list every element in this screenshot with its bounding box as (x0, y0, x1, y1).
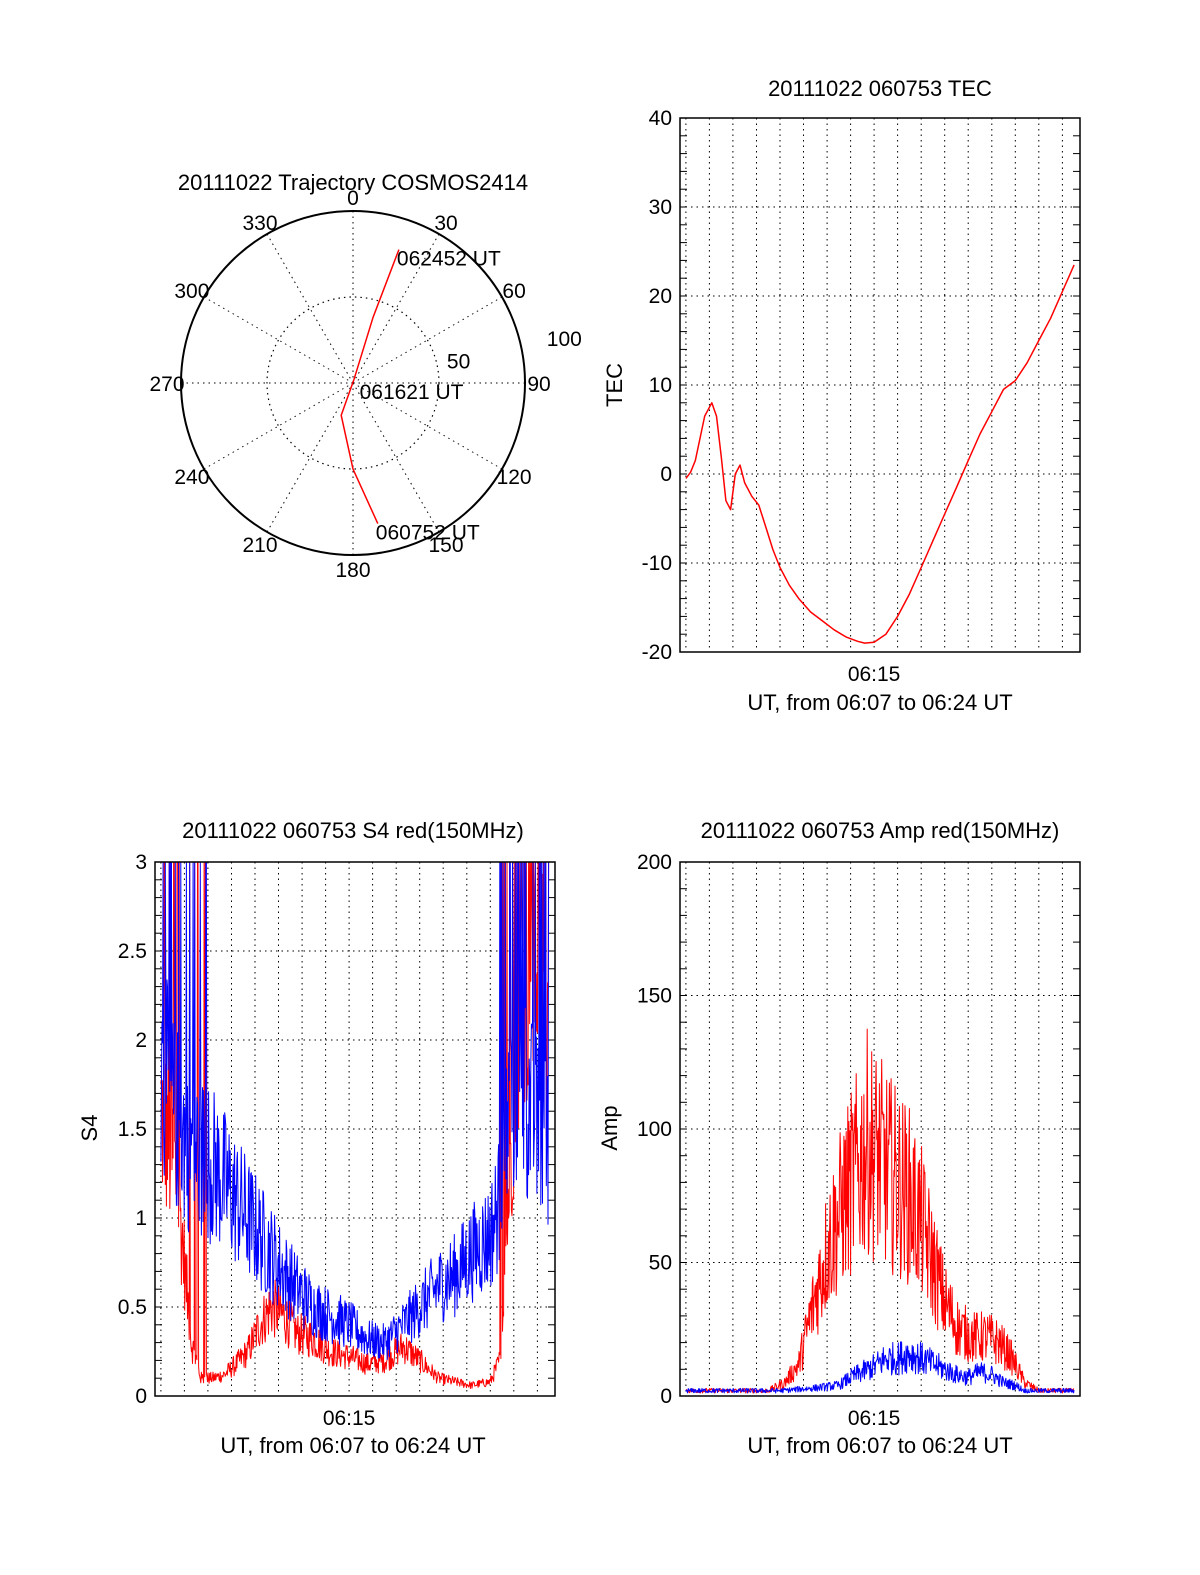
s4-y-axis-label: S4 (77, 1115, 102, 1142)
polar-spoke (352, 382, 503, 470)
amp-y-axis-label: Amp (597, 1105, 622, 1150)
s4-y-tick-label: 1.5 (118, 1118, 147, 1141)
polar-title: 20111022 Trajectory COSMOS2414 (178, 170, 528, 195)
polar-angle-label: 300 (174, 280, 209, 303)
s4-title: 20111022 060753 S4 red(150MHz) (182, 818, 524, 843)
polar-radius-label: 100 (547, 328, 582, 351)
polar-angle-label: 120 (497, 466, 532, 489)
polar-angle-label: 0 (347, 187, 359, 210)
polar-angle-label: 150 (428, 534, 463, 557)
polar-annotations: 062452 UT 061621 UT 060752 UT (360, 248, 501, 545)
amp-x-tick-label: 06:15 (848, 1407, 901, 1430)
polar-spoke (352, 382, 440, 533)
polar-angle-label: 180 (335, 559, 370, 582)
s4-series (154, 861, 556, 1397)
tec-y-tick-label: -20 (642, 641, 672, 664)
tec-y-tick-label: -10 (642, 552, 672, 575)
s4-y-tick-label: 2.5 (118, 940, 147, 963)
polar-spoke (203, 296, 354, 384)
amp-y-tick-label: 50 (649, 1252, 672, 1275)
s4-x-tick-label: 06:15 (323, 1407, 376, 1430)
polar-radius-label: 50 (447, 351, 470, 374)
s4-series-line (160, 861, 550, 1389)
tec-y-tick-label: 10 (649, 374, 672, 397)
polar-spoke (203, 382, 354, 470)
tec-grid (680, 117, 1080, 653)
amp-y-tick-label: 100 (637, 1118, 672, 1141)
s4-x-axis-label: UT, from 06:07 to 06:24 UT (220, 1433, 485, 1458)
polar-angle-label: 210 (242, 534, 277, 557)
polar-angle-labels: 0 30 60 90 120 150 180 210 240 270 300 330 (149, 187, 550, 582)
s4-plot-frame (154, 861, 556, 1397)
polar-trajectory-series (340, 249, 400, 524)
amp-series-line (685, 1341, 1075, 1394)
amp-series (679, 861, 1081, 1397)
polar-angle-label: 240 (174, 466, 209, 489)
polar-angle-label: 90 (527, 373, 550, 396)
amp-y-tick-label: 0 (660, 1385, 672, 1408)
trajectory-time-label: 061621 UT (360, 381, 464, 404)
polar-spoke (352, 296, 503, 384)
s4-chart: 20111022 060753 S4 red(150MHz) 0 0.5 1 1.5 2… (77, 818, 556, 1458)
tec-y-axis-label: TEC (602, 363, 627, 407)
s4-series-line (160, 861, 550, 1360)
tec-y-tick-label: 20 (649, 285, 672, 308)
tec-x-tick-label: 06:15 (848, 663, 901, 686)
s4-y-tick-label: 2 (135, 1029, 147, 1052)
tec-y-tick-label: 40 (649, 107, 672, 130)
tec-plot-frame (679, 117, 1081, 653)
polar-spoke (266, 382, 354, 533)
amp-y-tick-label: 150 (637, 985, 672, 1008)
s4-y-tick-labels: 0 0.5 1 1.5 2 2.5 3 (118, 851, 147, 1408)
tec-y-tick-label: 30 (649, 196, 672, 219)
tec-title: 20111022 060753 TEC (768, 76, 992, 101)
amp-chart: 20111022 060753 Amp red(150MHz) 0 50 100 15… (597, 818, 1081, 1458)
trajectory-time-label: 062452 UT (397, 248, 501, 271)
polar-angle-label: 30 (434, 212, 457, 235)
trajectory-time-label: 060752 UT (376, 522, 480, 545)
tec-x-tick-labels: 06:15 (848, 663, 901, 686)
s4-y-tick-label: 1 (135, 1207, 147, 1230)
amp-title: 20111022 060753 Amp red(150MHz) (701, 818, 1060, 843)
polar-grid (180, 210, 526, 556)
polar-angle-label: 270 (149, 373, 184, 396)
tec-y-tick-labels: -20 -10 0 10 20 30 40 (642, 107, 672, 664)
tec-x-axis-label: UT, from 06:07 to 06:24 UT (747, 690, 1012, 715)
polar-radius-labels: 50 100 (447, 328, 582, 373)
polar-angle-label: 330 (242, 212, 277, 235)
polar-angle-label: 60 (502, 280, 525, 303)
polar-spoke (266, 233, 354, 384)
amp-y-tick-labels: 0 50 100 150 200 (637, 851, 672, 1408)
tec-series (679, 117, 1081, 653)
polar-spoke (352, 233, 440, 384)
s4-y-tick-label: 0.5 (118, 1296, 147, 1319)
polar-ring-50 (266, 296, 440, 470)
amp-series-line (685, 1028, 1075, 1394)
s4-y-tick-label: 0 (135, 1385, 147, 1408)
amp-y-tick-label: 200 (637, 851, 672, 874)
tec-series-line (685, 264, 1075, 644)
s4-y-tick-label: 3 (135, 851, 147, 874)
trajectory-line (340, 249, 400, 524)
amp-plot-frame (679, 861, 1081, 1397)
s4-x-tick-labels: 06:15 (323, 1407, 376, 1430)
amp-x-axis-label: UT, from 06:07 to 06:24 UT (747, 1433, 1012, 1458)
trajectory-polar-plot: 20111022 Trajectory COSMOS2414 0 30 60 90 12… (149, 170, 581, 582)
amp-grid (680, 861, 1080, 1397)
tec-chart: 20111022 060753 TEC -20 -10 0 10 20 30 40 06:1… (602, 76, 1081, 715)
amp-x-tick-labels: 06:15 (848, 1407, 901, 1430)
tec-y-tick-label: 0 (660, 463, 672, 486)
